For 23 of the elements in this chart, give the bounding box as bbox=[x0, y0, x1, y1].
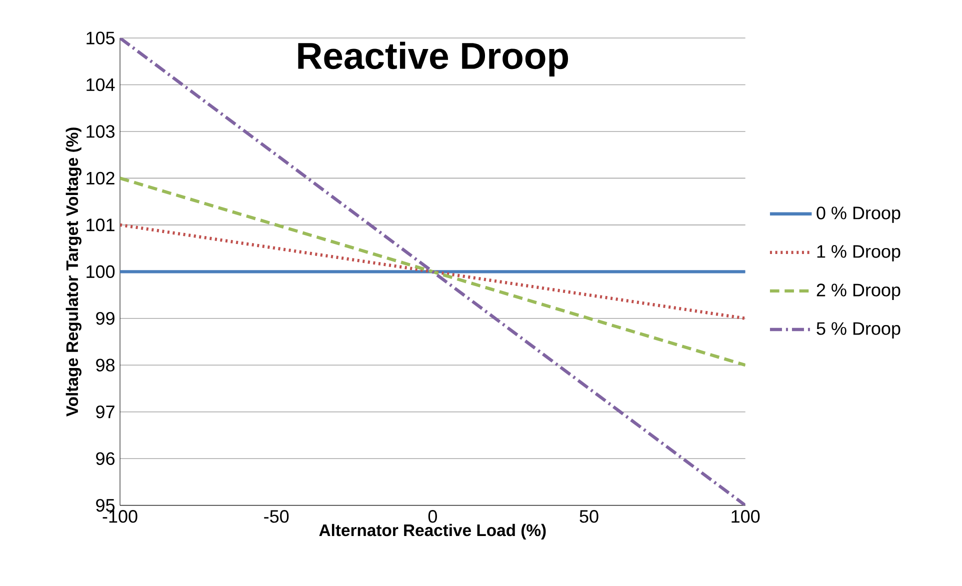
x-axis-title: Alternator Reactive Load (%) bbox=[319, 524, 546, 540]
legend-label: 0 % Droop bbox=[816, 206, 900, 223]
y-tick-label: 105 bbox=[86, 32, 115, 44]
y-tick-label: 95 bbox=[96, 498, 115, 512]
y-tick-label: 96 bbox=[96, 452, 115, 465]
y-tick-label: 103 bbox=[86, 125, 114, 138]
x-tick-label: -100 bbox=[102, 510, 138, 523]
legend-label: 2 % Droop bbox=[816, 284, 900, 300]
y-tick-label: 98 bbox=[96, 358, 115, 372]
y-tick-label: 102 bbox=[86, 172, 114, 185]
y-tick-label: 99 bbox=[96, 312, 114, 325]
y-axis-title: Voltage Regulator Target Voltage (%) bbox=[66, 128, 82, 416]
x-tick-label: -50 bbox=[264, 510, 289, 523]
x-tick-label: 100 bbox=[732, 510, 760, 523]
chart-title: Reactive Droop bbox=[298, 42, 568, 77]
legend-label: 5 % Droop bbox=[816, 322, 900, 338]
y-tick-label: 97 bbox=[96, 405, 114, 418]
x-tick-label: 50 bbox=[580, 510, 598, 523]
y-tick-label: 101 bbox=[86, 218, 114, 232]
y-tick-label: 100 bbox=[86, 265, 115, 278]
x-tick-label: 0 bbox=[428, 510, 437, 523]
legend-label: 1 % Droop bbox=[817, 245, 900, 262]
y-tick-label: 104 bbox=[86, 78, 115, 92]
